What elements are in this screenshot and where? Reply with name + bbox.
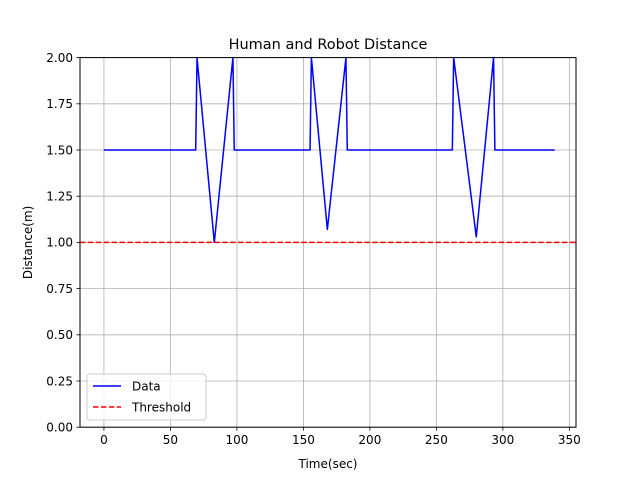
x-tick-label: 200 <box>358 433 381 447</box>
x-axis-label: Time(sec) <box>298 457 358 471</box>
series-line-data <box>103 56 555 244</box>
y-tick-label: 1.50 <box>46 143 73 157</box>
y-tick-label: 0.00 <box>46 421 73 435</box>
x-axis: 0 50 100 150 200 250 300 350 <box>100 427 581 447</box>
x-tick-label: 50 <box>163 433 178 447</box>
chart-title: Human and Robot Distance <box>229 37 428 53</box>
x-tick-label: 300 <box>491 433 514 447</box>
x-tick-label: 250 <box>425 433 448 447</box>
x-tick-label: 150 <box>292 433 315 447</box>
legend-data-label: Data <box>132 380 161 394</box>
y-tick-label: 2.00 <box>46 51 73 65</box>
y-tick-label: 1.00 <box>46 236 73 250</box>
series-layer <box>80 56 576 244</box>
x-tick-label: 0 <box>100 433 108 447</box>
y-tick-label: 0.50 <box>46 328 73 342</box>
y-axis-label: Distance(m) <box>21 206 35 280</box>
legend: Data Threshold <box>86 373 207 421</box>
x-tick-label: 350 <box>558 433 581 447</box>
x-tick-label: 100 <box>225 433 248 447</box>
y-tick-label: 0.75 <box>46 282 73 296</box>
y-tick-label: 1.25 <box>46 190 73 204</box>
y-tick-label: 0.25 <box>46 374 73 388</box>
y-axis: 0.00 0.25 0.50 0.75 1.00 1.25 1.50 1.75 2.00 <box>46 51 80 435</box>
y-tick-label: 1.75 <box>46 97 73 111</box>
legend-threshold-label: Threshold <box>131 401 191 415</box>
